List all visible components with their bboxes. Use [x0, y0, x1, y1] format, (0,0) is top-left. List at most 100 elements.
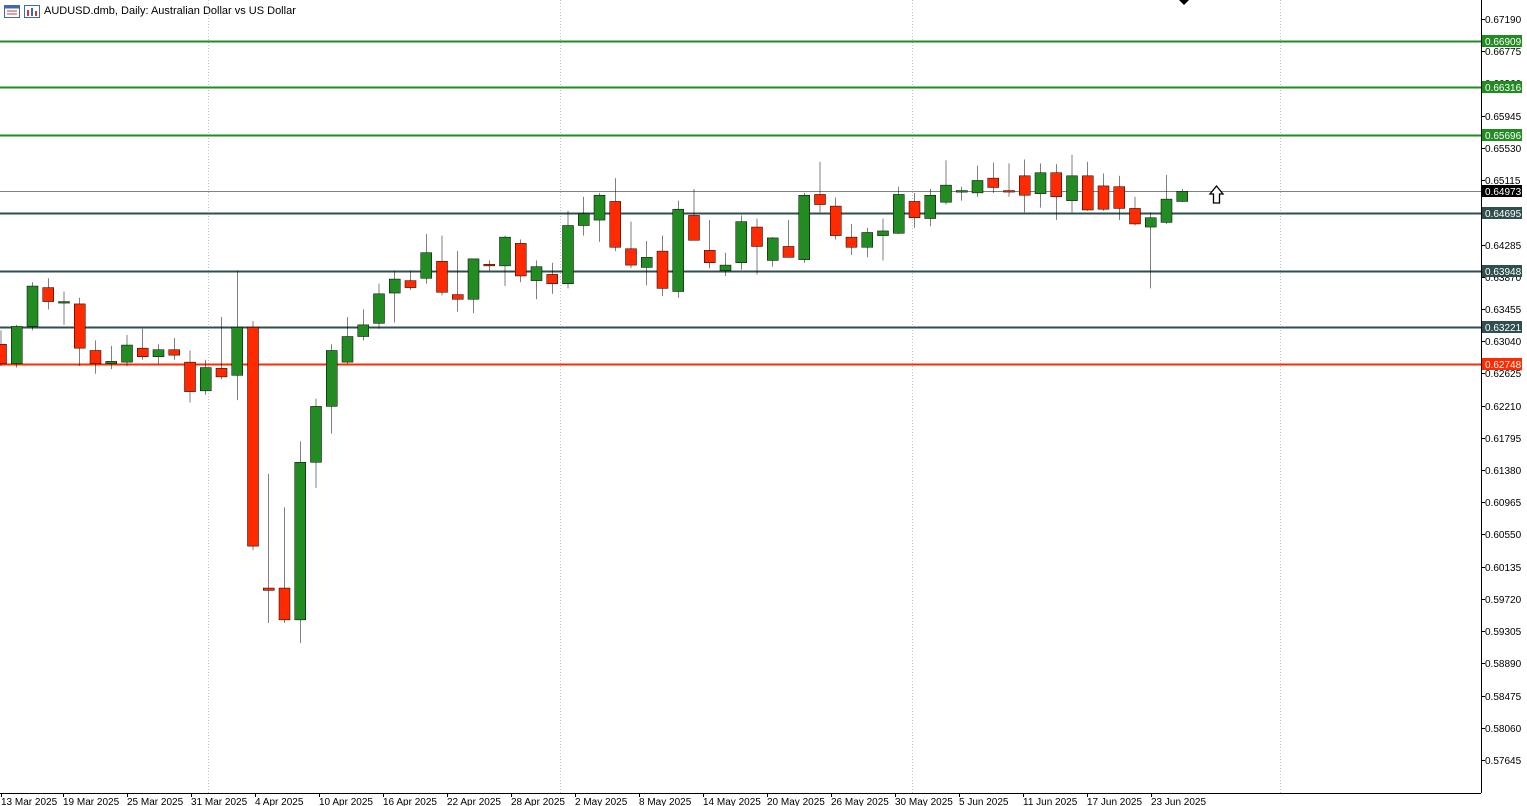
candle[interactable]: [782, 220, 795, 258]
candle-body: [578, 213, 590, 226]
candle[interactable]: [893, 186, 905, 235]
candle[interactable]: [389, 270, 401, 323]
candle[interactable]: [1129, 196, 1141, 226]
candle[interactable]: [641, 241, 653, 286]
candle[interactable]: [1034, 163, 1047, 208]
candle[interactable]: [719, 252, 732, 276]
candle[interactable]: [404, 270, 417, 290]
candle[interactable]: [247, 320, 259, 551]
candle[interactable]: [956, 186, 968, 201]
candle[interactable]: [294, 441, 306, 644]
candle[interactable]: [436, 235, 448, 296]
candle-body: [1176, 191, 1188, 202]
candle[interactable]: [1113, 175, 1125, 221]
candle[interactable]: [767, 237, 779, 267]
chart-window-icon[interactable]: [4, 4, 20, 18]
candle[interactable]: [121, 334, 133, 367]
candle[interactable]: [278, 507, 291, 623]
candle[interactable]: [89, 340, 102, 374]
scroll-indicator-icon[interactable]: [1179, 0, 1189, 5]
candle[interactable]: [562, 210, 574, 289]
candle[interactable]: [11, 324, 23, 368]
candle-body: [814, 194, 826, 205]
candle[interactable]: [704, 220, 716, 269]
candle[interactable]: [1082, 161, 1094, 211]
candle[interactable]: [310, 398, 322, 488]
time-tick-label: 10 Apr 2025: [319, 797, 373, 806]
candle[interactable]: [593, 192, 606, 242]
candle[interactable]: [452, 251, 464, 312]
candle[interactable]: [625, 221, 637, 269]
candle-body: [971, 180, 984, 194]
candle[interactable]: [971, 165, 984, 197]
candle[interactable]: [940, 160, 952, 205]
price-tick-label: 0.62210: [1485, 402, 1522, 413]
time-axis[interactable]: 13 Mar 2025 19 Mar 2025 25 Mar 2025 31 Mar …: [1, 793, 1206, 806]
candle[interactable]: [908, 192, 921, 228]
candle[interactable]: [231, 270, 243, 401]
candle[interactable]: [672, 200, 684, 298]
candle[interactable]: [546, 262, 558, 294]
candle[interactable]: [656, 235, 669, 297]
candle[interactable]: [357, 309, 369, 341]
candle[interactable]: [373, 283, 385, 329]
candle[interactable]: [735, 215, 747, 270]
candle[interactable]: [1097, 173, 1110, 211]
candle[interactable]: [467, 258, 480, 314]
candle[interactable]: [152, 344, 165, 364]
level-label-box: [1482, 185, 1522, 197]
price-axis[interactable]: 0.671900.667750.663600.659450.655300.651…: [1481, 15, 1522, 767]
bar-chart-icon[interactable]: [24, 4, 40, 18]
candle[interactable]: [515, 239, 527, 283]
candle[interactable]: [26, 282, 39, 331]
candle[interactable]: [215, 317, 228, 380]
candle-body: [89, 350, 102, 364]
candle[interactable]: [105, 345, 117, 370]
candle[interactable]: [263, 473, 275, 623]
candle[interactable]: [1050, 164, 1062, 221]
candle[interactable]: [751, 218, 763, 275]
candle-body: [483, 264, 495, 267]
candle[interactable]: [137, 328, 149, 360]
candle[interactable]: [924, 189, 936, 227]
candle[interactable]: [184, 350, 196, 403]
candle[interactable]: [341, 317, 354, 364]
time-tick-label: 20 May 2025: [767, 797, 825, 806]
candle[interactable]: [58, 291, 70, 325]
candle-body: [940, 184, 952, 203]
candle[interactable]: [578, 196, 590, 236]
candle[interactable]: [326, 344, 338, 434]
candle-body: [688, 215, 700, 241]
candle[interactable]: [0, 330, 7, 367]
price-tick-label: 0.65530: [1485, 144, 1522, 155]
candle[interactable]: [420, 234, 432, 284]
candle[interactable]: [1019, 159, 1031, 213]
candle[interactable]: [200, 359, 212, 395]
candle[interactable]: [798, 192, 810, 263]
candle[interactable]: [530, 260, 543, 300]
candle[interactable]: [74, 297, 86, 367]
candle-body: [704, 250, 716, 264]
candle-body: [908, 201, 921, 218]
candle[interactable]: [1176, 189, 1188, 203]
candle[interactable]: [483, 260, 495, 271]
candle[interactable]: [1160, 175, 1173, 224]
level-label-box: [1482, 265, 1522, 277]
candle-body: [546, 274, 558, 284]
candle[interactable]: [830, 197, 842, 240]
candle[interactable]: [609, 178, 621, 252]
candle[interactable]: [1145, 212, 1157, 289]
candle[interactable]: [814, 161, 826, 213]
candle[interactable]: [877, 218, 889, 261]
candle[interactable]: [987, 162, 999, 193]
candle[interactable]: [688, 189, 700, 241]
candle[interactable]: [499, 235, 511, 287]
candle[interactable]: [845, 223, 858, 256]
candle[interactable]: [42, 278, 54, 310]
candle[interactable]: [168, 338, 180, 360]
candle[interactable]: [1003, 163, 1015, 197]
candle[interactable]: [861, 227, 873, 258]
level-label-box: [1482, 35, 1522, 47]
candle[interactable]: [1066, 154, 1078, 213]
